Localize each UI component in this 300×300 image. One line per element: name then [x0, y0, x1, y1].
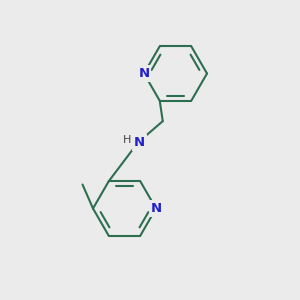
Text: H: H	[122, 135, 131, 145]
Text: N: N	[134, 136, 145, 149]
Text: N: N	[138, 67, 150, 80]
Text: N: N	[150, 202, 162, 215]
